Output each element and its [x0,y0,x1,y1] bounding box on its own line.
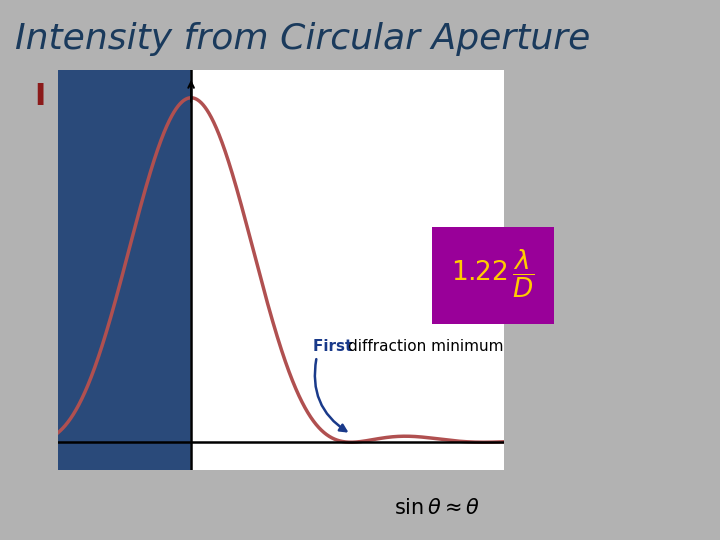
Text: $1.22\,\dfrac{\lambda}{D}$: $1.22\,\dfrac{\lambda}{D}$ [451,247,535,300]
Text: First: First [313,339,358,354]
Text: Intensity from Circular Aperture: Intensity from Circular Aperture [14,22,590,56]
Text: diffraction minimum: diffraction minimum [348,339,503,354]
Text: $\sin\theta \approx \theta$: $\sin\theta \approx \theta$ [394,498,480,518]
Bar [58,70,191,470]
Text: I: I [34,82,45,111]
Bar [191,70,504,470]
